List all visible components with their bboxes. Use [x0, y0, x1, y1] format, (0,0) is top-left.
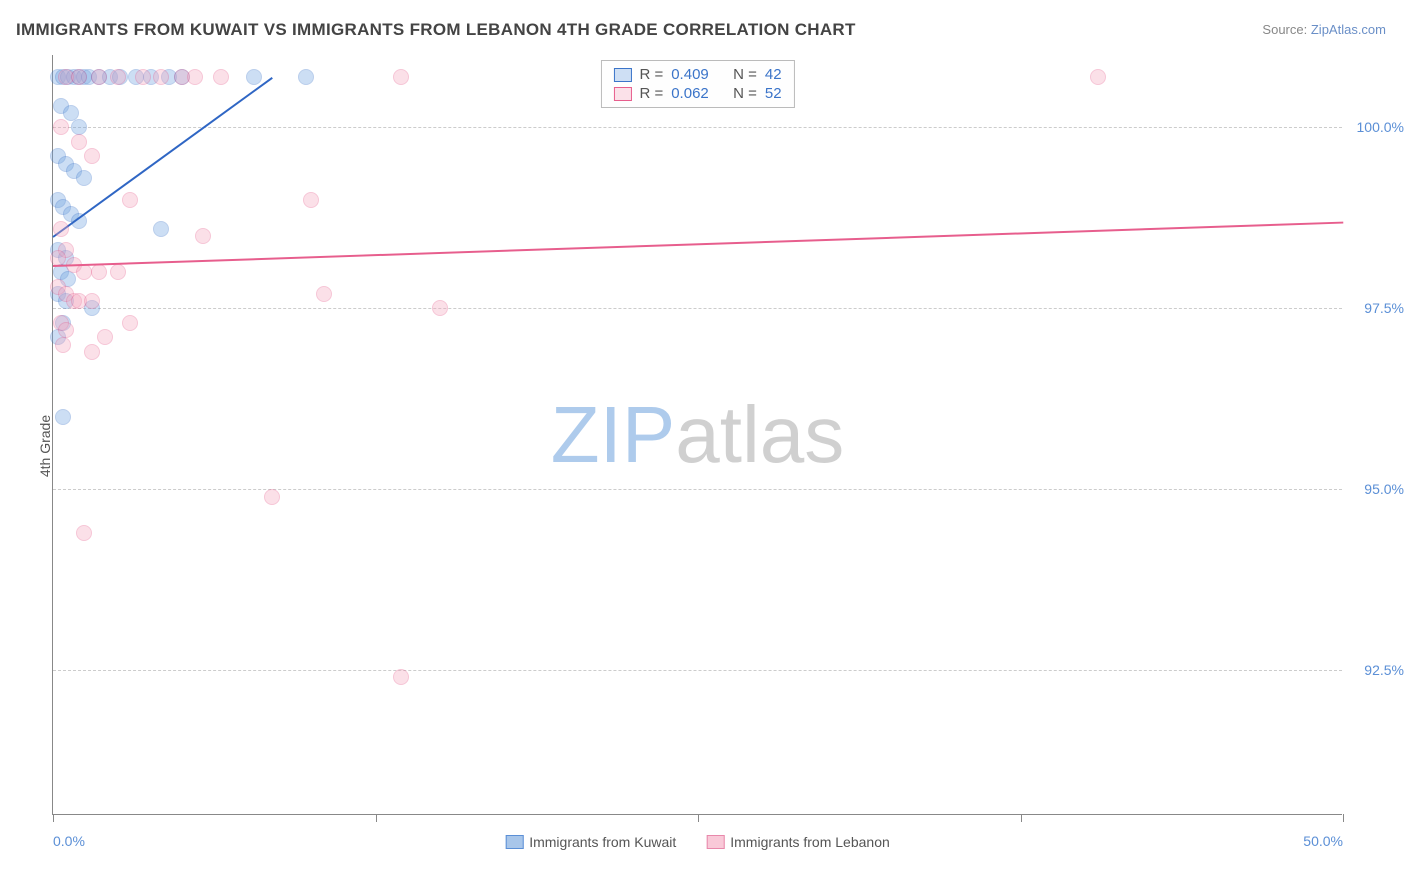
legend-swatch: [505, 835, 523, 849]
watermark-part1: ZIP: [551, 390, 675, 479]
gridline: [53, 489, 1342, 490]
correlation-legend: R = 0.409 N = 42R = 0.062 N = 52: [600, 60, 794, 108]
data-point: [393, 69, 409, 85]
data-point: [110, 69, 126, 85]
x-tick: [1343, 814, 1344, 822]
data-point: [53, 119, 69, 135]
data-point: [110, 264, 126, 280]
legend-item: Immigrants from Lebanon: [706, 834, 890, 850]
data-point: [91, 264, 107, 280]
y-tick-label: 97.5%: [1364, 300, 1404, 316]
data-point: [97, 329, 113, 345]
data-point: [53, 221, 69, 237]
y-tick-label: 95.0%: [1364, 481, 1404, 497]
data-point: [195, 228, 211, 244]
r-value: 0.409: [671, 66, 709, 83]
x-tick: [1021, 814, 1022, 822]
data-point: [135, 69, 151, 85]
gridline: [53, 670, 1342, 671]
correlation-row: R = 0.409 N = 42: [613, 65, 781, 84]
data-point: [76, 170, 92, 186]
correlation-row: R = 0.062 N = 52: [613, 84, 781, 103]
data-point: [432, 300, 448, 316]
n-value: 52: [765, 85, 782, 102]
legend-swatch: [613, 68, 631, 82]
data-point: [76, 525, 92, 541]
watermark: ZIPatlas: [551, 389, 844, 481]
x-tick: [376, 814, 377, 822]
data-point: [1090, 69, 1106, 85]
data-point: [55, 409, 71, 425]
legend-label: Immigrants from Lebanon: [730, 834, 890, 850]
data-point: [393, 669, 409, 685]
y-tick-label: 92.5%: [1364, 662, 1404, 678]
legend-bottom: Immigrants from Kuwait Immigrants from Le…: [505, 834, 890, 850]
data-point: [84, 293, 100, 309]
n-label: N =: [733, 85, 757, 102]
r-label: R =: [639, 66, 663, 83]
x-tick-label: 50.0%: [1303, 833, 1343, 849]
legend-swatch: [613, 87, 631, 101]
data-point: [303, 192, 319, 208]
data-point: [246, 69, 262, 85]
data-point: [76, 264, 92, 280]
gridline: [53, 308, 1342, 309]
data-point: [153, 221, 169, 237]
x-tick-label: 0.0%: [53, 833, 85, 849]
data-point: [84, 148, 100, 164]
data-point: [187, 69, 203, 85]
x-tick: [698, 814, 699, 822]
data-point: [91, 69, 107, 85]
gridline: [53, 127, 1342, 128]
plot-area: ZIPatlas R = 0.409 N = 42R = 0.062 N = 5…: [52, 55, 1342, 815]
data-point: [58, 322, 74, 338]
r-value: 0.062: [671, 85, 709, 102]
data-point: [264, 489, 280, 505]
r-label: R =: [639, 85, 663, 102]
data-point: [298, 69, 314, 85]
data-point: [122, 315, 138, 331]
source-attribution: Source: ZipAtlas.com: [1262, 22, 1386, 37]
source-label: Source:: [1262, 22, 1307, 37]
n-value: 42: [765, 66, 782, 83]
data-point: [71, 134, 87, 150]
data-point: [71, 69, 87, 85]
data-point: [316, 286, 332, 302]
chart-title: IMMIGRANTS FROM KUWAIT VS IMMIGRANTS FRO…: [16, 20, 856, 40]
y-tick-label: 100.0%: [1357, 119, 1404, 135]
watermark-part2: atlas: [675, 390, 844, 479]
n-label: N =: [733, 66, 757, 83]
data-point: [122, 192, 138, 208]
legend-label: Immigrants from Kuwait: [529, 834, 676, 850]
y-axis-label: 4th Grade: [37, 415, 53, 477]
data-point: [55, 337, 71, 353]
data-point: [213, 69, 229, 85]
trend-line: [53, 221, 1343, 266]
x-tick: [53, 814, 54, 822]
legend-item: Immigrants from Kuwait: [505, 834, 676, 850]
data-point: [153, 69, 169, 85]
data-point: [84, 344, 100, 360]
legend-swatch: [706, 835, 724, 849]
source-name: ZipAtlas.com: [1311, 22, 1386, 37]
data-point: [50, 250, 66, 266]
